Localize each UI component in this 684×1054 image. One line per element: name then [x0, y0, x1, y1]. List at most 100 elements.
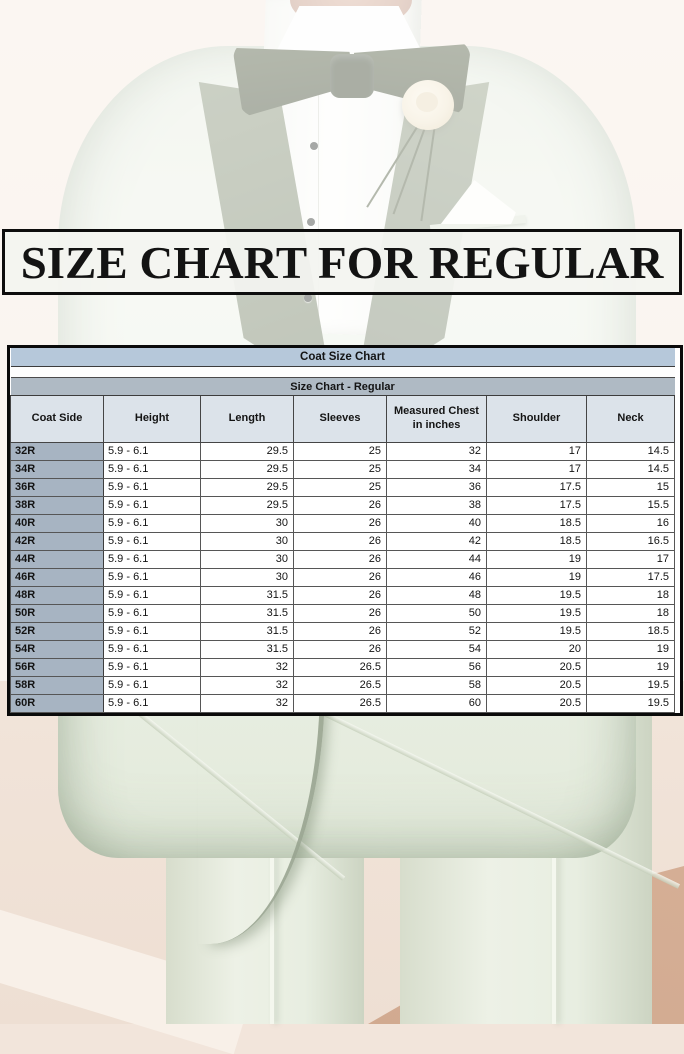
- row-header: 60R: [10, 694, 104, 713]
- table-cell: 20.5: [486, 676, 587, 695]
- table-cell: 60: [386, 694, 487, 713]
- table-cell: 17: [486, 442, 587, 461]
- table-cell: 26: [293, 640, 387, 659]
- column-header: Length: [200, 395, 294, 443]
- table-cell: 30: [200, 568, 294, 587]
- table-cell: 34: [386, 460, 487, 479]
- table-cell: 20.5: [486, 694, 587, 713]
- table-row: 32R 5.9 - 6.1 29.5 25 32 17 14.5: [10, 442, 676, 461]
- table-cell: 18: [585, 604, 676, 623]
- table-row: 38R 5.9 - 6.1 29.5 26 38 17.5 15.5: [10, 496, 676, 515]
- table-cell: 5.9 - 6.1: [103, 568, 201, 587]
- table-cell: 19.5: [486, 586, 587, 605]
- table-row: 36R 5.9 - 6.1 29.5 25 36 17.5 15: [10, 478, 676, 497]
- table-cell: 26: [293, 586, 387, 605]
- table-subtitle: Size Chart - Regular: [10, 377, 675, 396]
- table-cell: 20.5: [486, 658, 587, 677]
- table-cell: 46: [386, 568, 487, 587]
- table-row: 48R 5.9 - 6.1 31.5 26 48 19.5 18: [10, 586, 676, 605]
- table-cell: 26.5: [293, 676, 387, 695]
- table-cell: 15.5: [585, 496, 676, 515]
- column-header: Height: [103, 395, 201, 443]
- table-cell: 17.5: [585, 568, 676, 587]
- row-header: 54R: [10, 640, 104, 659]
- table-row: 42R 5.9 - 6.1 30 26 42 18.5 16.5: [10, 532, 676, 551]
- table-cell: 32: [200, 676, 294, 695]
- row-header: 50R: [10, 604, 104, 623]
- table-cell: 26: [293, 568, 387, 587]
- table-cell: 17.5: [486, 496, 587, 515]
- table-cell: 26: [293, 622, 387, 641]
- table-cell: 19: [486, 550, 587, 569]
- table-cell: 25: [293, 460, 387, 479]
- row-header: 48R: [10, 586, 104, 605]
- column-header: Neck: [585, 395, 676, 443]
- table-cell: 26: [293, 532, 387, 551]
- table-row: 50R 5.9 - 6.1 31.5 26 50 19.5 18: [10, 604, 676, 623]
- table-cell: 17: [486, 460, 587, 479]
- table-cell: 5.9 - 6.1: [103, 676, 201, 695]
- table-cell: 31.5: [200, 640, 294, 659]
- table-row: 56R 5.9 - 6.1 32 26.5 56 20.5 19: [10, 658, 676, 677]
- table-cell: 54: [386, 640, 487, 659]
- table-cell: 42: [386, 532, 487, 551]
- table-body: 32R 5.9 - 6.1 29.5 25 32 17 14.5 34R 5.9 - 6.1 29…: [10, 442, 676, 713]
- table-cell: 32: [200, 658, 294, 677]
- table-gap-row: [10, 366, 675, 378]
- table-cell: 14.5: [585, 460, 676, 479]
- table-cell: 29.5: [200, 496, 294, 515]
- table-cell: 38: [386, 496, 487, 515]
- table-cell: 19.5: [486, 604, 587, 623]
- table-cell: 19: [585, 658, 676, 677]
- table-cell: 17: [585, 550, 676, 569]
- table-row: 44R 5.9 - 6.1 30 26 44 19 17: [10, 550, 676, 569]
- table-gap: [10, 366, 675, 378]
- table-cell: 18.5: [585, 622, 676, 641]
- table-cell: 25: [293, 478, 387, 497]
- table-cell: 5.9 - 6.1: [103, 532, 201, 551]
- row-header: 38R: [10, 496, 104, 515]
- column-header: Measured Chest in inches: [386, 395, 487, 443]
- column-header: Shoulder: [486, 395, 587, 443]
- table-cell: 18: [585, 586, 676, 605]
- table-cell: 40: [386, 514, 487, 533]
- table-cell: 29.5: [200, 478, 294, 497]
- table-cell: 16.5: [585, 532, 676, 551]
- table-row: 46R 5.9 - 6.1 30 26 46 19 17.5: [10, 568, 676, 587]
- column-header: Coat Side: [10, 395, 104, 443]
- table-cell: 32: [200, 694, 294, 713]
- table-cell: 36: [386, 478, 487, 497]
- banner-title: SIZE CHART FOR REGULAR: [20, 236, 664, 288]
- table-cell: 5.9 - 6.1: [103, 694, 201, 713]
- table-cell: 15: [585, 478, 676, 497]
- table-header-row: Coat Side Height Length Sleeves Measured Che…: [10, 395, 676, 443]
- table-cell: 48: [386, 586, 487, 605]
- table-cell: 56: [386, 658, 487, 677]
- row-header: 36R: [10, 478, 104, 497]
- table-cell: 5.9 - 6.1: [103, 658, 201, 677]
- table-cell: 18.5: [486, 514, 587, 533]
- table-cell: 5.9 - 6.1: [103, 604, 201, 623]
- table-cell: 30: [200, 514, 294, 533]
- table-cell: 31.5: [200, 586, 294, 605]
- table-row: 52R 5.9 - 6.1 31.5 26 52 19.5 18.5: [10, 622, 676, 641]
- table-cell: 26: [293, 496, 387, 515]
- table-cell: 5.9 - 6.1: [103, 640, 201, 659]
- row-header: 32R: [10, 442, 104, 461]
- table-title-row: Coat Size Chart: [10, 348, 675, 367]
- table-row: 40R 5.9 - 6.1 30 26 40 18.5 16: [10, 514, 676, 533]
- row-header: 56R: [10, 658, 104, 677]
- size-table: Coat Size Chart Size Chart - Regular Coa…: [10, 348, 676, 713]
- row-header: 46R: [10, 568, 104, 587]
- table-cell: 5.9 - 6.1: [103, 460, 201, 479]
- table-cell: 25: [293, 442, 387, 461]
- table-cell: 31.5: [200, 622, 294, 641]
- table-cell: 14.5: [585, 442, 676, 461]
- table-cell: 50: [386, 604, 487, 623]
- row-header: 58R: [10, 676, 104, 695]
- table-cell: 44: [386, 550, 487, 569]
- row-header: 40R: [10, 514, 104, 533]
- table-cell: 5.9 - 6.1: [103, 496, 201, 515]
- table-subtitle-row: Size Chart - Regular: [10, 377, 675, 396]
